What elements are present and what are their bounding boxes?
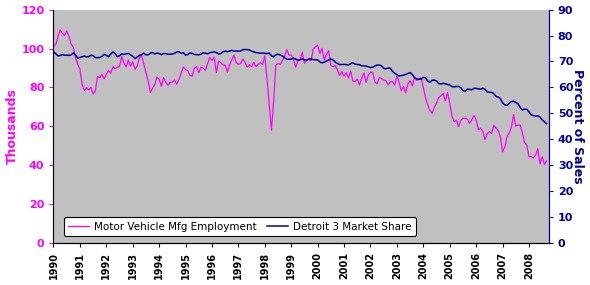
Detroit 3 Market Share (241, 48, 248, 51)
Detroit 3 Market Share (186, 51, 194, 55)
Motor Vehicle Mfg Employment (448, 114, 455, 117)
Motor Vehicle Mfg Employment (189, 74, 196, 78)
Y-axis label: Thousands: Thousands (5, 88, 18, 164)
Motor Vehicle Mfg Employment (543, 159, 550, 162)
Detroit 3 Market Share (50, 50, 57, 53)
Detroit 3 Market Share (448, 85, 455, 88)
Line: Detroit 3 Market Share: Detroit 3 Market Share (54, 50, 546, 124)
Detroit 3 Market Share (444, 83, 451, 86)
Motor Vehicle Mfg Employment (395, 81, 402, 84)
Legend: Motor Vehicle Mfg Employment, Detroit 3 Market Share: Motor Vehicle Mfg Employment, Detroit 3 … (64, 217, 415, 236)
Detroit 3 Market Share (151, 52, 158, 56)
Motor Vehicle Mfg Employment (57, 28, 64, 32)
Detroit 3 Market Share (395, 74, 402, 78)
Motor Vehicle Mfg Employment (50, 44, 57, 48)
Motor Vehicle Mfg Employment (541, 163, 548, 166)
Line: Motor Vehicle Mfg Employment: Motor Vehicle Mfg Employment (54, 30, 546, 164)
Y-axis label: Percent of Sales: Percent of Sales (572, 69, 585, 184)
Motor Vehicle Mfg Employment (464, 118, 471, 121)
Detroit 3 Market Share (543, 122, 550, 125)
Detroit 3 Market Share (464, 87, 471, 91)
Motor Vehicle Mfg Employment (153, 76, 160, 79)
Motor Vehicle Mfg Employment (444, 91, 451, 94)
